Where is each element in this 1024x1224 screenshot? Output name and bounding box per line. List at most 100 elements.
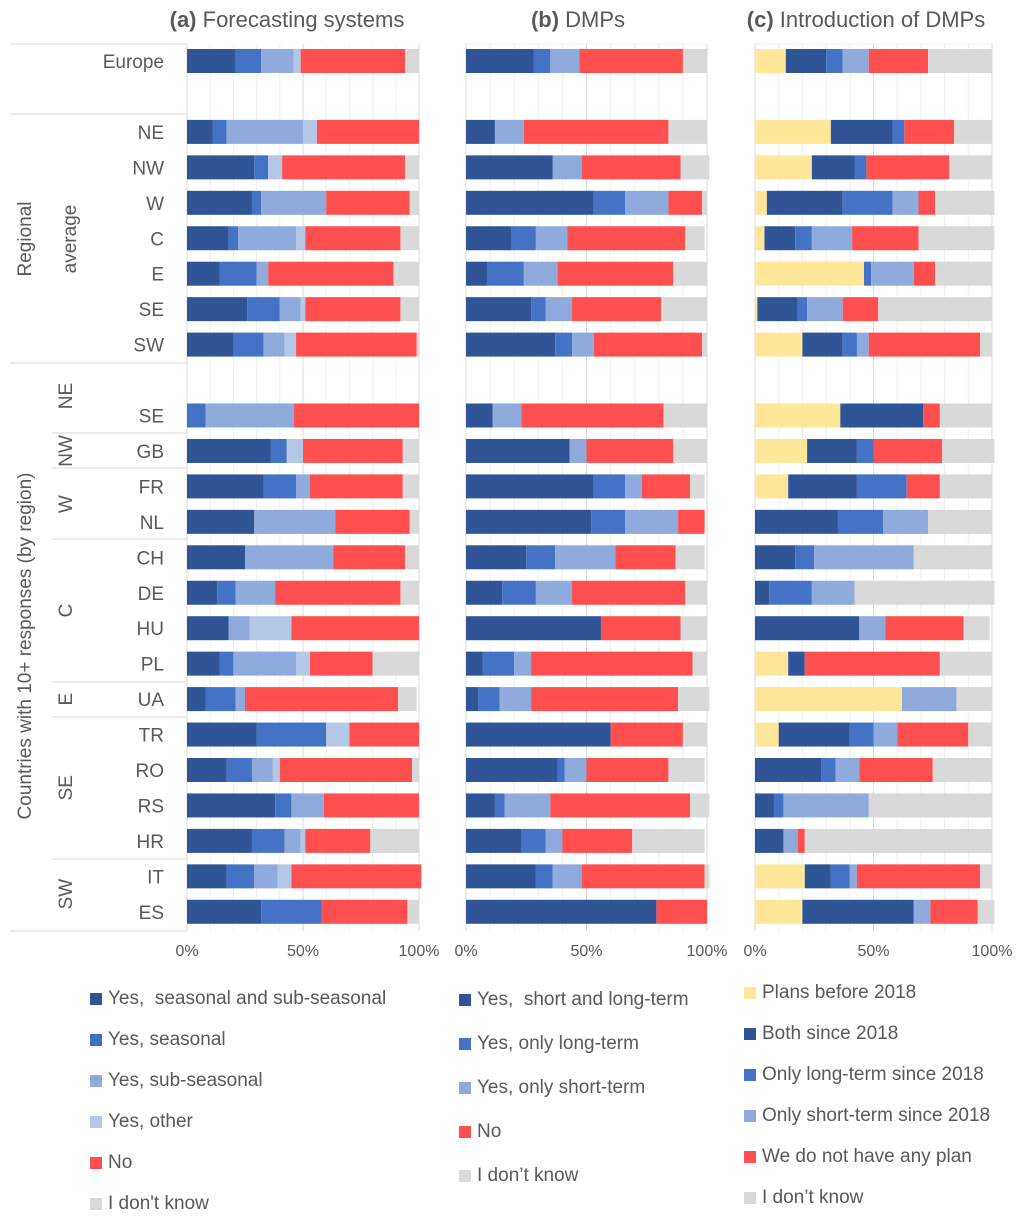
legend-swatch <box>744 1191 756 1204</box>
bar-segment <box>212 119 227 144</box>
region-label-w: W <box>56 495 77 513</box>
bar-segment <box>807 438 857 463</box>
bar-segment <box>552 864 582 889</box>
bar-segment <box>398 687 417 712</box>
bar-segment <box>755 828 784 853</box>
bar-segment <box>572 332 594 357</box>
bar-segment <box>625 474 642 499</box>
bar-segment <box>593 190 626 215</box>
bar-segment <box>811 155 855 180</box>
region-label-e: E <box>56 693 77 706</box>
legend-item: I don’t know <box>744 1177 990 1218</box>
bar-segment <box>254 155 269 180</box>
bar-segment <box>466 651 483 676</box>
bar-segment <box>764 226 796 251</box>
bar-segment <box>284 332 297 357</box>
bar-segment <box>303 119 317 144</box>
bar-segment <box>673 438 707 463</box>
category-label: E <box>151 265 164 286</box>
bar-segment <box>661 297 707 322</box>
bar-segment <box>511 226 536 251</box>
bar-segment <box>856 332 869 357</box>
bar-segment <box>277 864 292 889</box>
bar-segment <box>842 332 857 357</box>
bar-segment <box>968 722 992 747</box>
panel-title: (c) Introduction of DMPs <box>747 7 985 32</box>
bar-segment <box>555 332 573 357</box>
bar-segment <box>233 651 297 676</box>
legend-item: I don't know <box>90 1183 386 1224</box>
bar-segment <box>586 438 674 463</box>
bar-segment <box>830 864 850 889</box>
bar-segment <box>226 758 252 782</box>
bar-segment <box>261 49 294 73</box>
category-label: DE <box>138 584 164 605</box>
bar-segment <box>523 261 558 286</box>
bar-segment <box>625 190 669 215</box>
group-label-regional: Regional <box>15 202 36 277</box>
x-tick-label: 50% <box>570 943 602 960</box>
region-label-nw: NW <box>56 435 77 467</box>
category-label: SE <box>139 300 164 321</box>
bar-segment <box>309 474 403 499</box>
legend-swatch <box>90 1115 102 1128</box>
bar-segment <box>466 474 594 499</box>
bar-segment <box>494 793 505 818</box>
bar-segment <box>466 332 556 357</box>
bar-segment <box>678 509 705 534</box>
bar-segment <box>980 864 992 889</box>
bar-segment <box>804 864 831 889</box>
bar-segment <box>523 119 669 144</box>
bar-segment <box>187 828 252 853</box>
bar-segment <box>885 616 964 641</box>
bar-segment <box>923 403 940 428</box>
bar-segment <box>300 297 306 322</box>
bar-segment <box>321 899 408 924</box>
bar-segment <box>755 190 767 215</box>
bar-segment <box>187 297 248 322</box>
bar-segment <box>405 155 419 180</box>
bar-segment <box>859 616 886 641</box>
bar-segment <box>692 651 707 676</box>
bar-segment <box>293 49 301 73</box>
bar-segment <box>279 758 413 782</box>
legend-swatch <box>90 1197 102 1210</box>
bar-segment <box>755 119 831 144</box>
bar-segment <box>235 580 276 605</box>
bar-segment <box>680 155 710 180</box>
bar-segment <box>205 403 294 428</box>
bar-segment <box>842 190 893 215</box>
bar-segment <box>275 793 292 818</box>
bar-segment <box>291 793 324 818</box>
bar-segment <box>521 828 546 853</box>
bar-segment <box>755 651 789 676</box>
region-label-sw: SW <box>56 879 77 910</box>
bar-segment <box>279 297 301 322</box>
legend-label: I don’t know <box>762 1186 864 1208</box>
legend-swatch <box>459 1126 471 1138</box>
bar-segment <box>233 332 264 357</box>
bar-segment <box>610 722 683 747</box>
bar-segment <box>849 864 857 889</box>
bar-segment <box>755 474 789 499</box>
legend-swatch <box>744 1109 756 1122</box>
bar-segment <box>531 651 693 676</box>
bar-segment <box>868 332 981 357</box>
bar-segment <box>478 687 500 712</box>
bar-segment <box>980 332 992 357</box>
legend-swatch <box>744 1068 756 1081</box>
bar-segment <box>678 687 710 712</box>
category-label: HR <box>137 832 164 853</box>
bar-segment <box>811 580 855 605</box>
bar-segment <box>187 580 218 605</box>
bar-segment <box>600 616 681 641</box>
bar-segment <box>663 403 707 428</box>
bar-segment <box>187 545 245 570</box>
category-label: NL <box>140 513 164 534</box>
legend-item: No <box>90 1142 386 1183</box>
legend-swatch <box>90 992 102 1005</box>
bar-segment <box>405 49 419 73</box>
legend-label: Yes, seasonal <box>108 1028 226 1050</box>
bar-segment <box>755 403 841 428</box>
bar-segment <box>226 119 303 144</box>
